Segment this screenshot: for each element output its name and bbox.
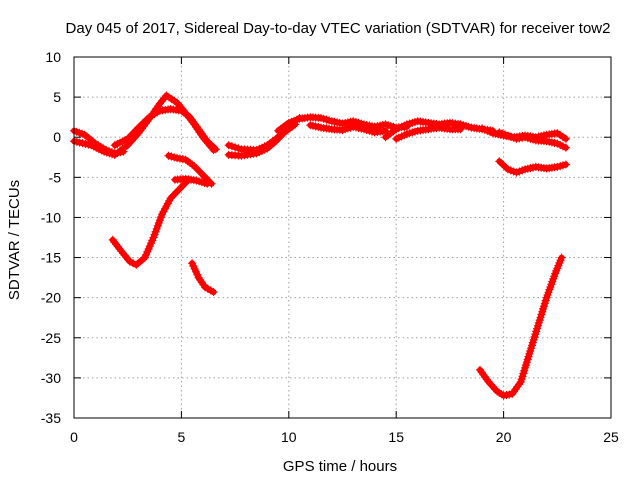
series-arc-9 bbox=[392, 123, 465, 143]
y-tick-label: -15 bbox=[41, 250, 61, 266]
x-tick-label: 0 bbox=[70, 429, 78, 445]
x-tick-label: 5 bbox=[178, 429, 186, 445]
data-point bbox=[227, 142, 236, 151]
data-point bbox=[211, 145, 220, 154]
grid-lines bbox=[74, 57, 611, 418]
data-point bbox=[125, 257, 134, 266]
data-series bbox=[69, 91, 570, 400]
series-line bbox=[477, 254, 565, 399]
plot-frame bbox=[73, 56, 612, 419]
data-point bbox=[183, 176, 192, 185]
y-tick-label: 10 bbox=[45, 49, 61, 65]
series-arc-5 bbox=[224, 120, 300, 160]
data-point bbox=[561, 160, 570, 169]
x-tick-label: 15 bbox=[388, 429, 404, 445]
data-point bbox=[557, 253, 566, 262]
series-arc-11 bbox=[495, 128, 570, 152]
data-point bbox=[155, 216, 164, 225]
data-point bbox=[234, 144, 243, 153]
data-point bbox=[209, 287, 218, 297]
y-tick-labels: -35 -30 -25 -20 -15 -10 -5 0 5 10 bbox=[41, 49, 61, 426]
data-point bbox=[456, 125, 465, 134]
chart-title: Day 045 of 2017, Sidereal Day-to-day VTE… bbox=[66, 20, 611, 37]
y-tick-label: 5 bbox=[53, 89, 61, 105]
series-arc-13 bbox=[170, 174, 212, 188]
data-point bbox=[224, 141, 233, 150]
y-tick-label: -30 bbox=[41, 370, 61, 386]
data-point bbox=[203, 179, 212, 188]
x-tick-label: 10 bbox=[281, 429, 297, 445]
y-tick-label: -25 bbox=[41, 330, 61, 346]
series-arc-14 bbox=[108, 176, 192, 269]
series-arc-17 bbox=[475, 253, 566, 400]
x-axis-title: GPS time / hours bbox=[283, 458, 397, 475]
data-point bbox=[231, 143, 240, 152]
data-point bbox=[561, 134, 570, 143]
x-tick-label: 20 bbox=[496, 429, 512, 445]
x-tick-label: 25 bbox=[603, 429, 619, 445]
series-arc-3 bbox=[110, 105, 220, 154]
series-arc-16 bbox=[495, 157, 570, 177]
axis-ticks bbox=[73, 56, 612, 419]
series-arc-7 bbox=[306, 121, 390, 137]
y-tick-label: -20 bbox=[41, 290, 61, 306]
x-tick-labels: 0 5 10 15 20 25 bbox=[70, 429, 619, 445]
data-point bbox=[561, 143, 570, 152]
series-arc-15 bbox=[188, 259, 218, 297]
y-axis-title: SDTVAR / TECUs bbox=[6, 180, 23, 300]
y-tick-label: 0 bbox=[53, 129, 61, 145]
y-tick-label: -5 bbox=[49, 169, 62, 185]
y-tick-label: -10 bbox=[41, 209, 61, 225]
series-arc-12 bbox=[164, 151, 216, 188]
y-tick-label: -35 bbox=[41, 410, 61, 426]
